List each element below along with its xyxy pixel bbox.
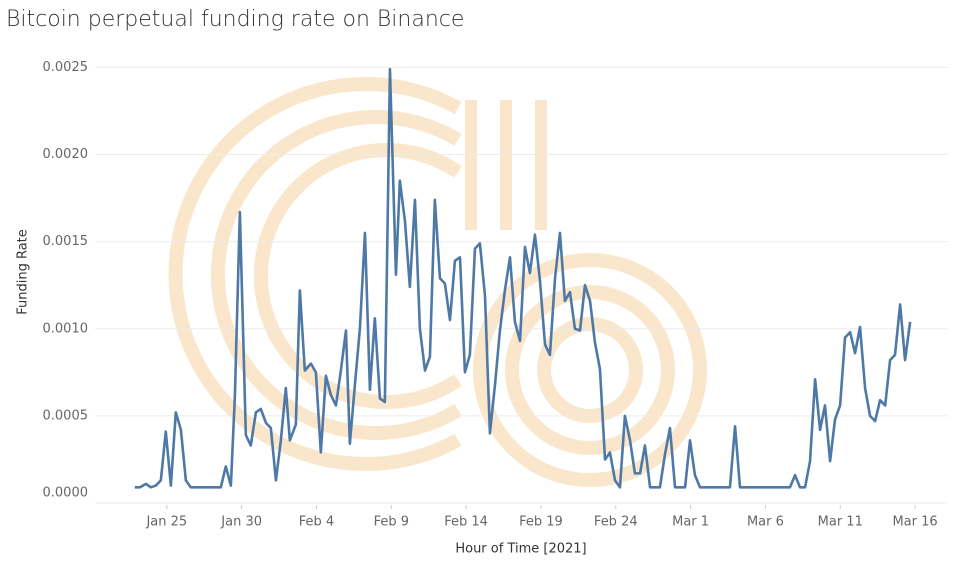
x-tick-label: Feb 24 <box>594 515 638 530</box>
y-axis-title: Funding Rate <box>16 229 31 315</box>
x-tick-label: Feb 14 <box>444 515 488 530</box>
x-tick-label: Feb 4 <box>299 515 334 530</box>
y-tick-label: 0.0025 <box>43 60 89 75</box>
x-tick-label: Mar 11 <box>818 515 863 530</box>
x-tick-label: Jan 25 <box>145 515 187 530</box>
x-tick-label: Mar 16 <box>892 515 937 530</box>
x-tick-label: Jan 30 <box>220 515 262 530</box>
chart-title: Bitcoin perpetual funding rate on Binanc… <box>6 7 464 32</box>
x-tick-label: Feb 9 <box>374 515 409 530</box>
y-tick-label: 0.0015 <box>43 234 89 249</box>
y-tick-label: 0.0010 <box>43 321 89 336</box>
x-axis-title: Hour of Time [2021] <box>455 542 586 557</box>
y-tick-label: 0.0020 <box>43 147 89 162</box>
y-tick-label: 0.0000 <box>43 486 89 501</box>
watermark <box>168 77 707 487</box>
x-tick-label: Feb 19 <box>519 515 563 530</box>
x-tick-label: Mar 6 <box>747 515 784 530</box>
y-tick-label: 0.0005 <box>43 408 89 423</box>
line <box>134 67 912 489</box>
x-tick-label: Mar 1 <box>672 515 709 530</box>
